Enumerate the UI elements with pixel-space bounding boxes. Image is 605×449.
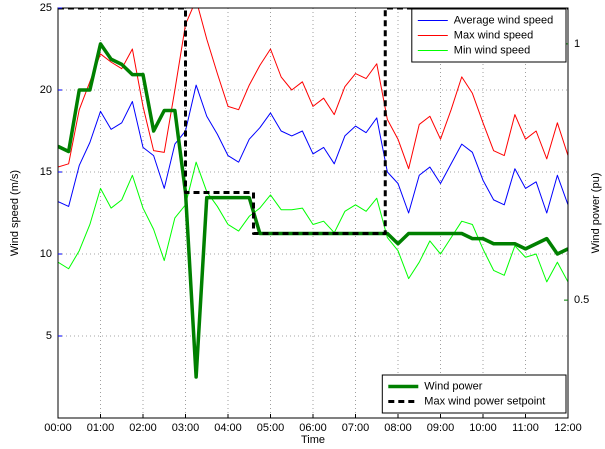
x-tick-label: 01:00 (87, 422, 115, 434)
legend-label: Average wind speed (454, 14, 553, 26)
x-tick-label: 05:00 (257, 422, 285, 434)
y2-tick-label: 1 (574, 38, 580, 50)
y-axis-label: Wind speed (m/s) (9, 170, 21, 256)
x-tick-label: 09:00 (427, 422, 455, 434)
x-tick-label: 11:00 (512, 422, 539, 434)
x-tick-label: 08:00 (384, 422, 412, 434)
legend: Average wind speed Max wind speed Min wind… (411, 8, 567, 63)
series-line (58, 8, 568, 235)
y-tick-label: 5 (46, 330, 52, 342)
y-tick-label: 25 (40, 2, 52, 14)
x-tick-label: 02:00 (129, 422, 157, 434)
x-tick-label: 12:00 (554, 422, 582, 434)
lines (58, 8, 568, 379)
ticks: 00:00 01:00 02:00 03:00 04:00 05:00 06:00 07:00… (40, 2, 590, 434)
y-tick-label: 10 (40, 248, 52, 260)
y2-tick-label: 0.5 (574, 294, 589, 306)
x-axis-label: Time (301, 434, 325, 446)
x-tick-label: 10:00 (469, 422, 497, 434)
legends: Average wind speed Max wind speed Min wind… (381, 8, 567, 414)
series-line (58, 84, 568, 214)
legend-label: Max wind speed (454, 29, 534, 41)
legend: Wind power Max wind power setpoint (381, 374, 567, 414)
y-tick-label: 20 (40, 84, 52, 96)
x-tick-label: 00:00 (44, 422, 72, 434)
x-tick-label: 07:00 (342, 422, 370, 434)
y2-axis-label: Wind power (pu) (590, 173, 602, 254)
series-line (58, 161, 568, 283)
legend-label: Wind power (424, 380, 482, 392)
legend-label: Min wind speed (454, 44, 530, 56)
y-tick-label: 15 (40, 166, 52, 178)
legend-box (381, 374, 567, 414)
x-tick-label: 03:00 (172, 422, 200, 434)
x-tick-label: 06:00 (299, 422, 327, 434)
x-tick-label: 04:00 (214, 422, 242, 434)
legend-label: Max wind power setpoint (424, 395, 545, 407)
series-line (58, 8, 568, 170)
